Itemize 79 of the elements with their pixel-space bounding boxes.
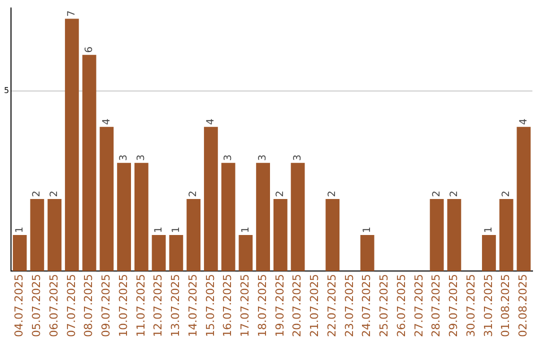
data-label: 2 (327, 190, 338, 197)
x-tick-label: 06.07.2025 (47, 274, 60, 338)
data-label: 7 (66, 10, 78, 17)
bar (12, 234, 27, 272)
bar (290, 162, 305, 272)
data-label: 2 (500, 190, 512, 197)
x-tick-label: 22.07.2025 (325, 274, 338, 338)
data-label: 2 (431, 190, 442, 197)
x-tick-label: 19.07.2025 (273, 274, 286, 338)
y-tick-label: 5 (4, 86, 10, 95)
x-tick-label: 11.07.2025 (134, 274, 148, 338)
bar (273, 198, 288, 272)
x-tick-label: 07.07.2025 (64, 274, 78, 338)
x-tick-label: 14.07.2025 (186, 274, 200, 338)
x-tick-label: 23.07.2025 (342, 274, 356, 338)
data-label: 3 (258, 154, 269, 161)
x-tick-label: 17.07.2025 (238, 274, 252, 338)
bar (186, 198, 200, 272)
bar (64, 18, 79, 272)
x-tick-label: 27.07.2025 (412, 274, 426, 338)
x-tick-label: 08.07.2025 (82, 274, 96, 338)
x-tick-label: 10.07.2025 (116, 274, 130, 338)
bar (447, 198, 462, 272)
x-tick-label: 28.07.2025 (430, 274, 443, 338)
bar (152, 234, 166, 272)
data-label: 4 (518, 118, 530, 125)
data-label: 1 (362, 226, 373, 233)
x-tick-label: 20.07.2025 (290, 274, 304, 338)
data-label: 4 (101, 118, 112, 125)
x-tick-label: 21.07.2025 (308, 274, 322, 338)
data-label: 2 (188, 190, 200, 197)
data-label: 1 (170, 226, 182, 233)
data-label: 2 (448, 190, 460, 197)
data-label: 3 (292, 154, 304, 161)
x-tick-label: 24.07.2025 (360, 274, 374, 338)
bar (100, 126, 114, 272)
data-label: 1 (240, 226, 252, 233)
data-label: 2 (49, 190, 60, 197)
bar (221, 162, 236, 272)
x-tick-label: 09.07.2025 (100, 274, 113, 338)
bar (430, 198, 444, 272)
bar (30, 198, 44, 272)
bar (499, 198, 514, 272)
bar (360, 234, 374, 272)
data-label: 2 (32, 190, 43, 197)
data-label: 1 (14, 226, 26, 233)
x-tick-label: 25.07.2025 (378, 274, 391, 338)
x-tick-label: 13.07.2025 (169, 274, 182, 338)
bar (482, 234, 496, 272)
x-tick-label: 31.07.2025 (482, 274, 495, 338)
x-tick-label: 02.08.2025 (516, 274, 530, 338)
x-tick-label: 05.07.2025 (30, 274, 44, 338)
x-tick-label: 12.07.2025 (152, 274, 165, 338)
x-tick-label: 01.08.2025 (499, 274, 512, 338)
data-label: 4 (206, 118, 217, 125)
data-label: 1 (153, 226, 164, 233)
bar (326, 198, 340, 272)
x-tick-label: 04.07.2025 (12, 274, 26, 338)
bar (169, 234, 184, 272)
x-tick-label: 18.07.2025 (256, 274, 269, 338)
bar (256, 162, 270, 272)
data-label: 6 (84, 46, 95, 53)
data-label: 3 (136, 154, 148, 161)
x-tick-label: 30.07.2025 (464, 274, 478, 338)
bar (516, 126, 531, 272)
bar (117, 162, 131, 272)
data-label: 1 (484, 226, 495, 233)
bar (82, 54, 96, 272)
bar (48, 198, 62, 272)
bar (204, 126, 218, 272)
data-label: 2 (275, 190, 286, 197)
data-label: 3 (222, 154, 234, 161)
bar (238, 234, 253, 272)
bar (134, 162, 148, 272)
x-tick-label: 26.07.2025 (394, 274, 408, 338)
x-tick-label: 16.07.2025 (221, 274, 234, 338)
x-tick-label: 29.07.2025 (447, 274, 460, 338)
data-label: 3 (118, 154, 130, 161)
x-tick-label: 15.07.2025 (204, 274, 217, 338)
